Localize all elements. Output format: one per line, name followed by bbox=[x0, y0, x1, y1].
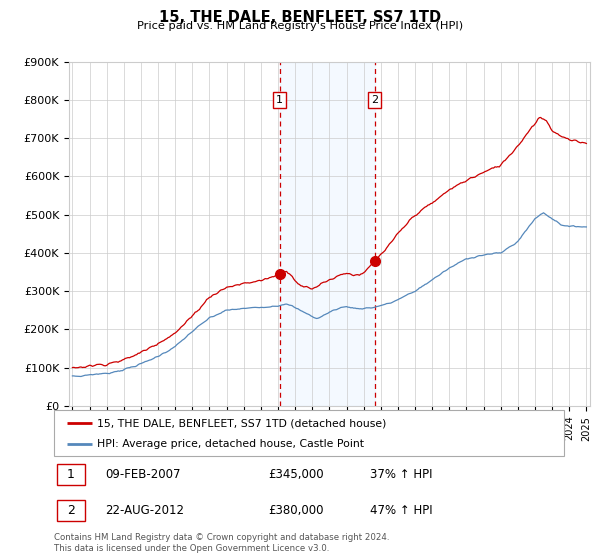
Text: 1: 1 bbox=[67, 468, 74, 481]
Text: 37% ↑ HPI: 37% ↑ HPI bbox=[370, 468, 433, 481]
Text: 1: 1 bbox=[276, 95, 283, 105]
Text: 15, THE DALE, BENFLEET, SS7 1TD: 15, THE DALE, BENFLEET, SS7 1TD bbox=[159, 10, 441, 25]
Text: £380,000: £380,000 bbox=[268, 504, 324, 517]
Bar bbox=[56, 500, 85, 521]
Text: 15, THE DALE, BENFLEET, SS7 1TD (detached house): 15, THE DALE, BENFLEET, SS7 1TD (detache… bbox=[97, 418, 387, 428]
Text: 47% ↑ HPI: 47% ↑ HPI bbox=[370, 504, 433, 517]
Text: £345,000: £345,000 bbox=[268, 468, 324, 481]
Text: Price paid vs. HM Land Registry's House Price Index (HPI): Price paid vs. HM Land Registry's House … bbox=[137, 21, 463, 31]
Text: 2: 2 bbox=[67, 504, 74, 517]
Text: HPI: Average price, detached house, Castle Point: HPI: Average price, detached house, Cast… bbox=[97, 439, 364, 449]
Bar bbox=[280, 62, 375, 406]
Text: 22-AUG-2012: 22-AUG-2012 bbox=[105, 504, 184, 517]
Bar bbox=[56, 464, 85, 485]
Text: Contains HM Land Registry data © Crown copyright and database right 2024.
This d: Contains HM Land Registry data © Crown c… bbox=[54, 533, 389, 553]
Text: 2: 2 bbox=[371, 95, 379, 105]
Text: 09-FEB-2007: 09-FEB-2007 bbox=[105, 468, 181, 481]
